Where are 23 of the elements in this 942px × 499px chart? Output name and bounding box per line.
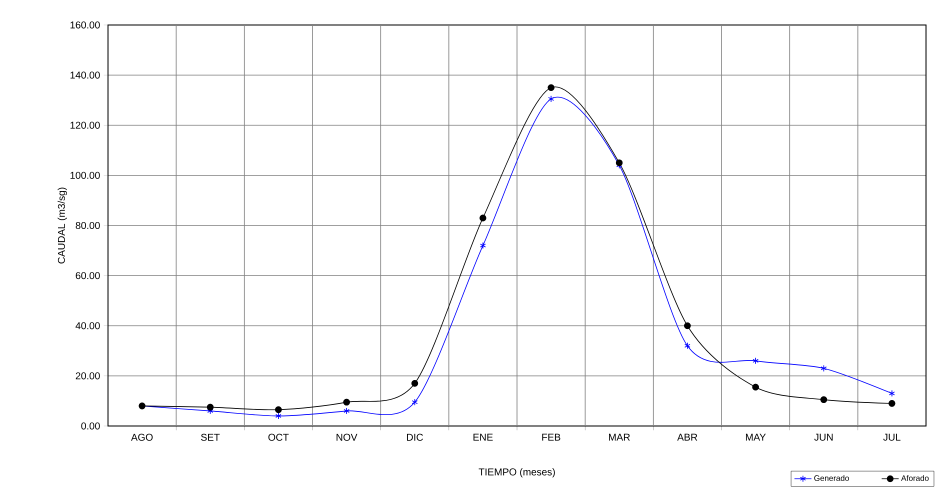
x-tick-label: NOV <box>336 434 358 441</box>
x-tick-label: AGO <box>131 434 153 441</box>
y-tick-label: 160.00 <box>70 21 100 29</box>
x-tick-label: DIC <box>406 434 423 441</box>
y-tick-label: 60.00 <box>76 272 100 280</box>
y-tick-label: 120.00 <box>70 122 100 129</box>
x-tick-label: FEB <box>542 434 560 441</box>
y-axis-title: CAUDAL (m3/sg) <box>58 188 67 264</box>
y-tick-label: 0.00 <box>81 422 100 430</box>
x-tick-label: ABR <box>677 434 698 441</box>
x-tick-label: ENE <box>473 434 493 441</box>
x-tick-label: JUL <box>883 434 900 441</box>
y-tick-label: 40.00 <box>76 322 100 330</box>
x-tick-label: JUN <box>814 434 833 441</box>
x-tick-label: OCT <box>268 434 289 441</box>
y-tick-label: 100.00 <box>70 172 100 179</box>
y-tick-label: 20.00 <box>76 372 100 380</box>
x-tick-label: MAY <box>746 434 766 441</box>
x-tick-label: MAR <box>609 434 630 441</box>
x-axis-title: TIEMPO (meses) <box>478 468 555 478</box>
y-tick-label: 140.00 <box>70 72 100 79</box>
y-tick-label: 80.00 <box>76 222 100 230</box>
x-tick-label: SET <box>201 434 220 441</box>
